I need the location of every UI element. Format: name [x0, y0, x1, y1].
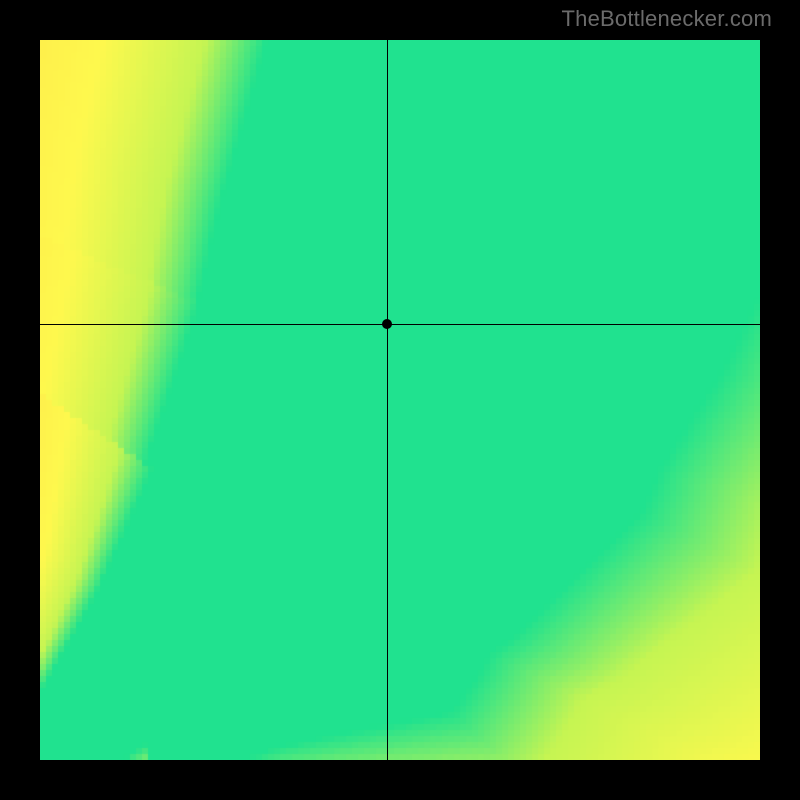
crosshair-vertical: [387, 40, 388, 760]
heatmap-canvas: [40, 40, 760, 760]
chart-container: TheBottlenecker.com: [0, 0, 800, 800]
crosshair-horizontal: [40, 324, 760, 325]
crosshair-marker: [382, 319, 392, 329]
plot-area: [40, 40, 760, 760]
watermark-text: TheBottlenecker.com: [562, 6, 772, 32]
